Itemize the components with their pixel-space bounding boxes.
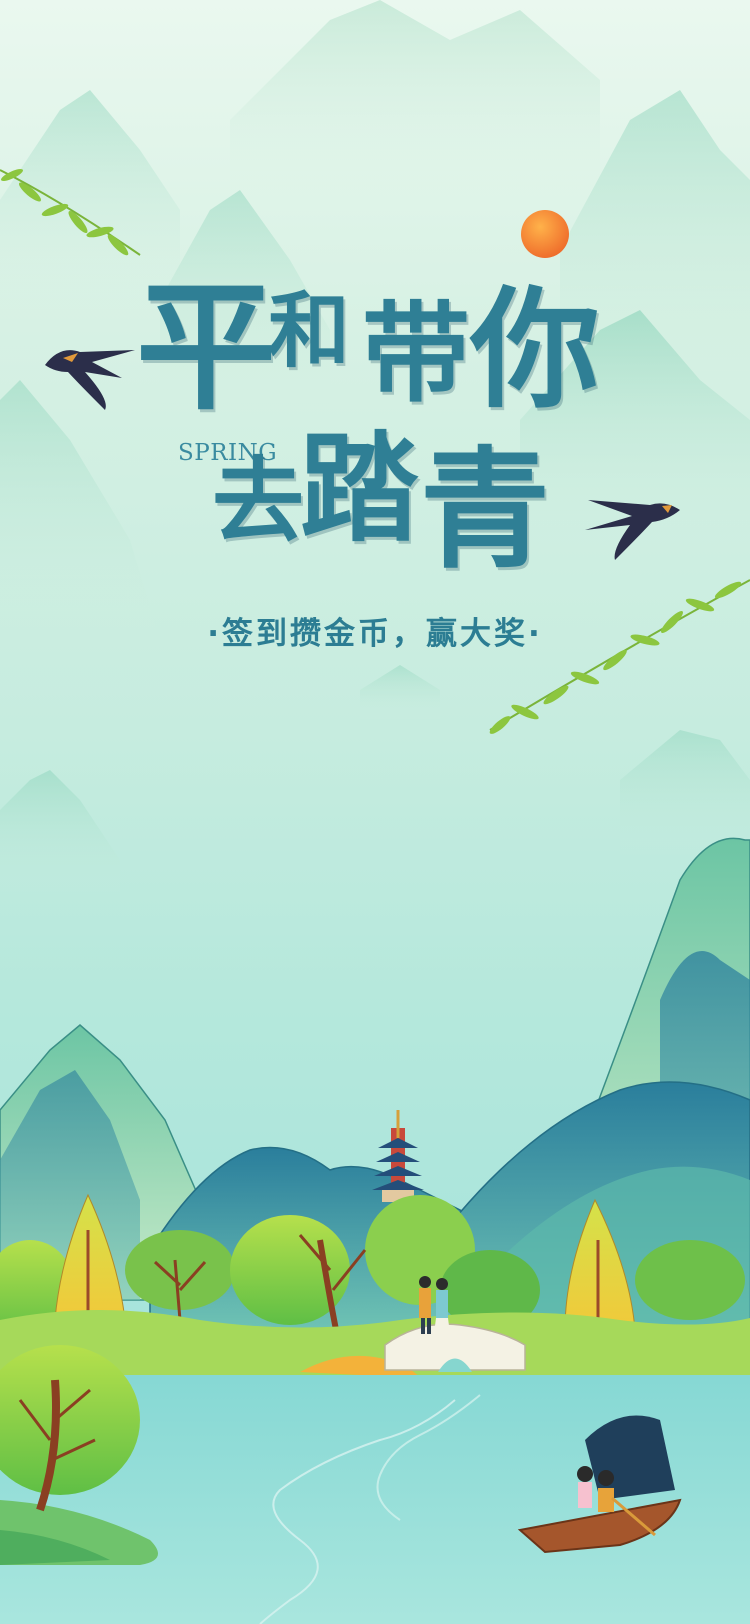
sun-icon [521,210,569,258]
title-char-4: 你 [470,273,601,426]
title-char-1: 平 [136,266,277,430]
title-char-2: 和 [268,283,351,379]
title-char-3: 带 [362,291,471,417]
title-char-7: 青 [420,433,551,586]
swallow-icon [45,350,135,410]
boat-icon [517,1415,682,1554]
spring-label: SPRING [178,440,278,466]
title-char-5: 去 [212,447,305,555]
pagoda-icon [372,1110,424,1202]
subtitle-slogan: ·签到攒金币，赢大奖· [207,616,543,652]
bridge-icon [384,1323,526,1372]
title-char-6: 踏 [300,419,419,558]
